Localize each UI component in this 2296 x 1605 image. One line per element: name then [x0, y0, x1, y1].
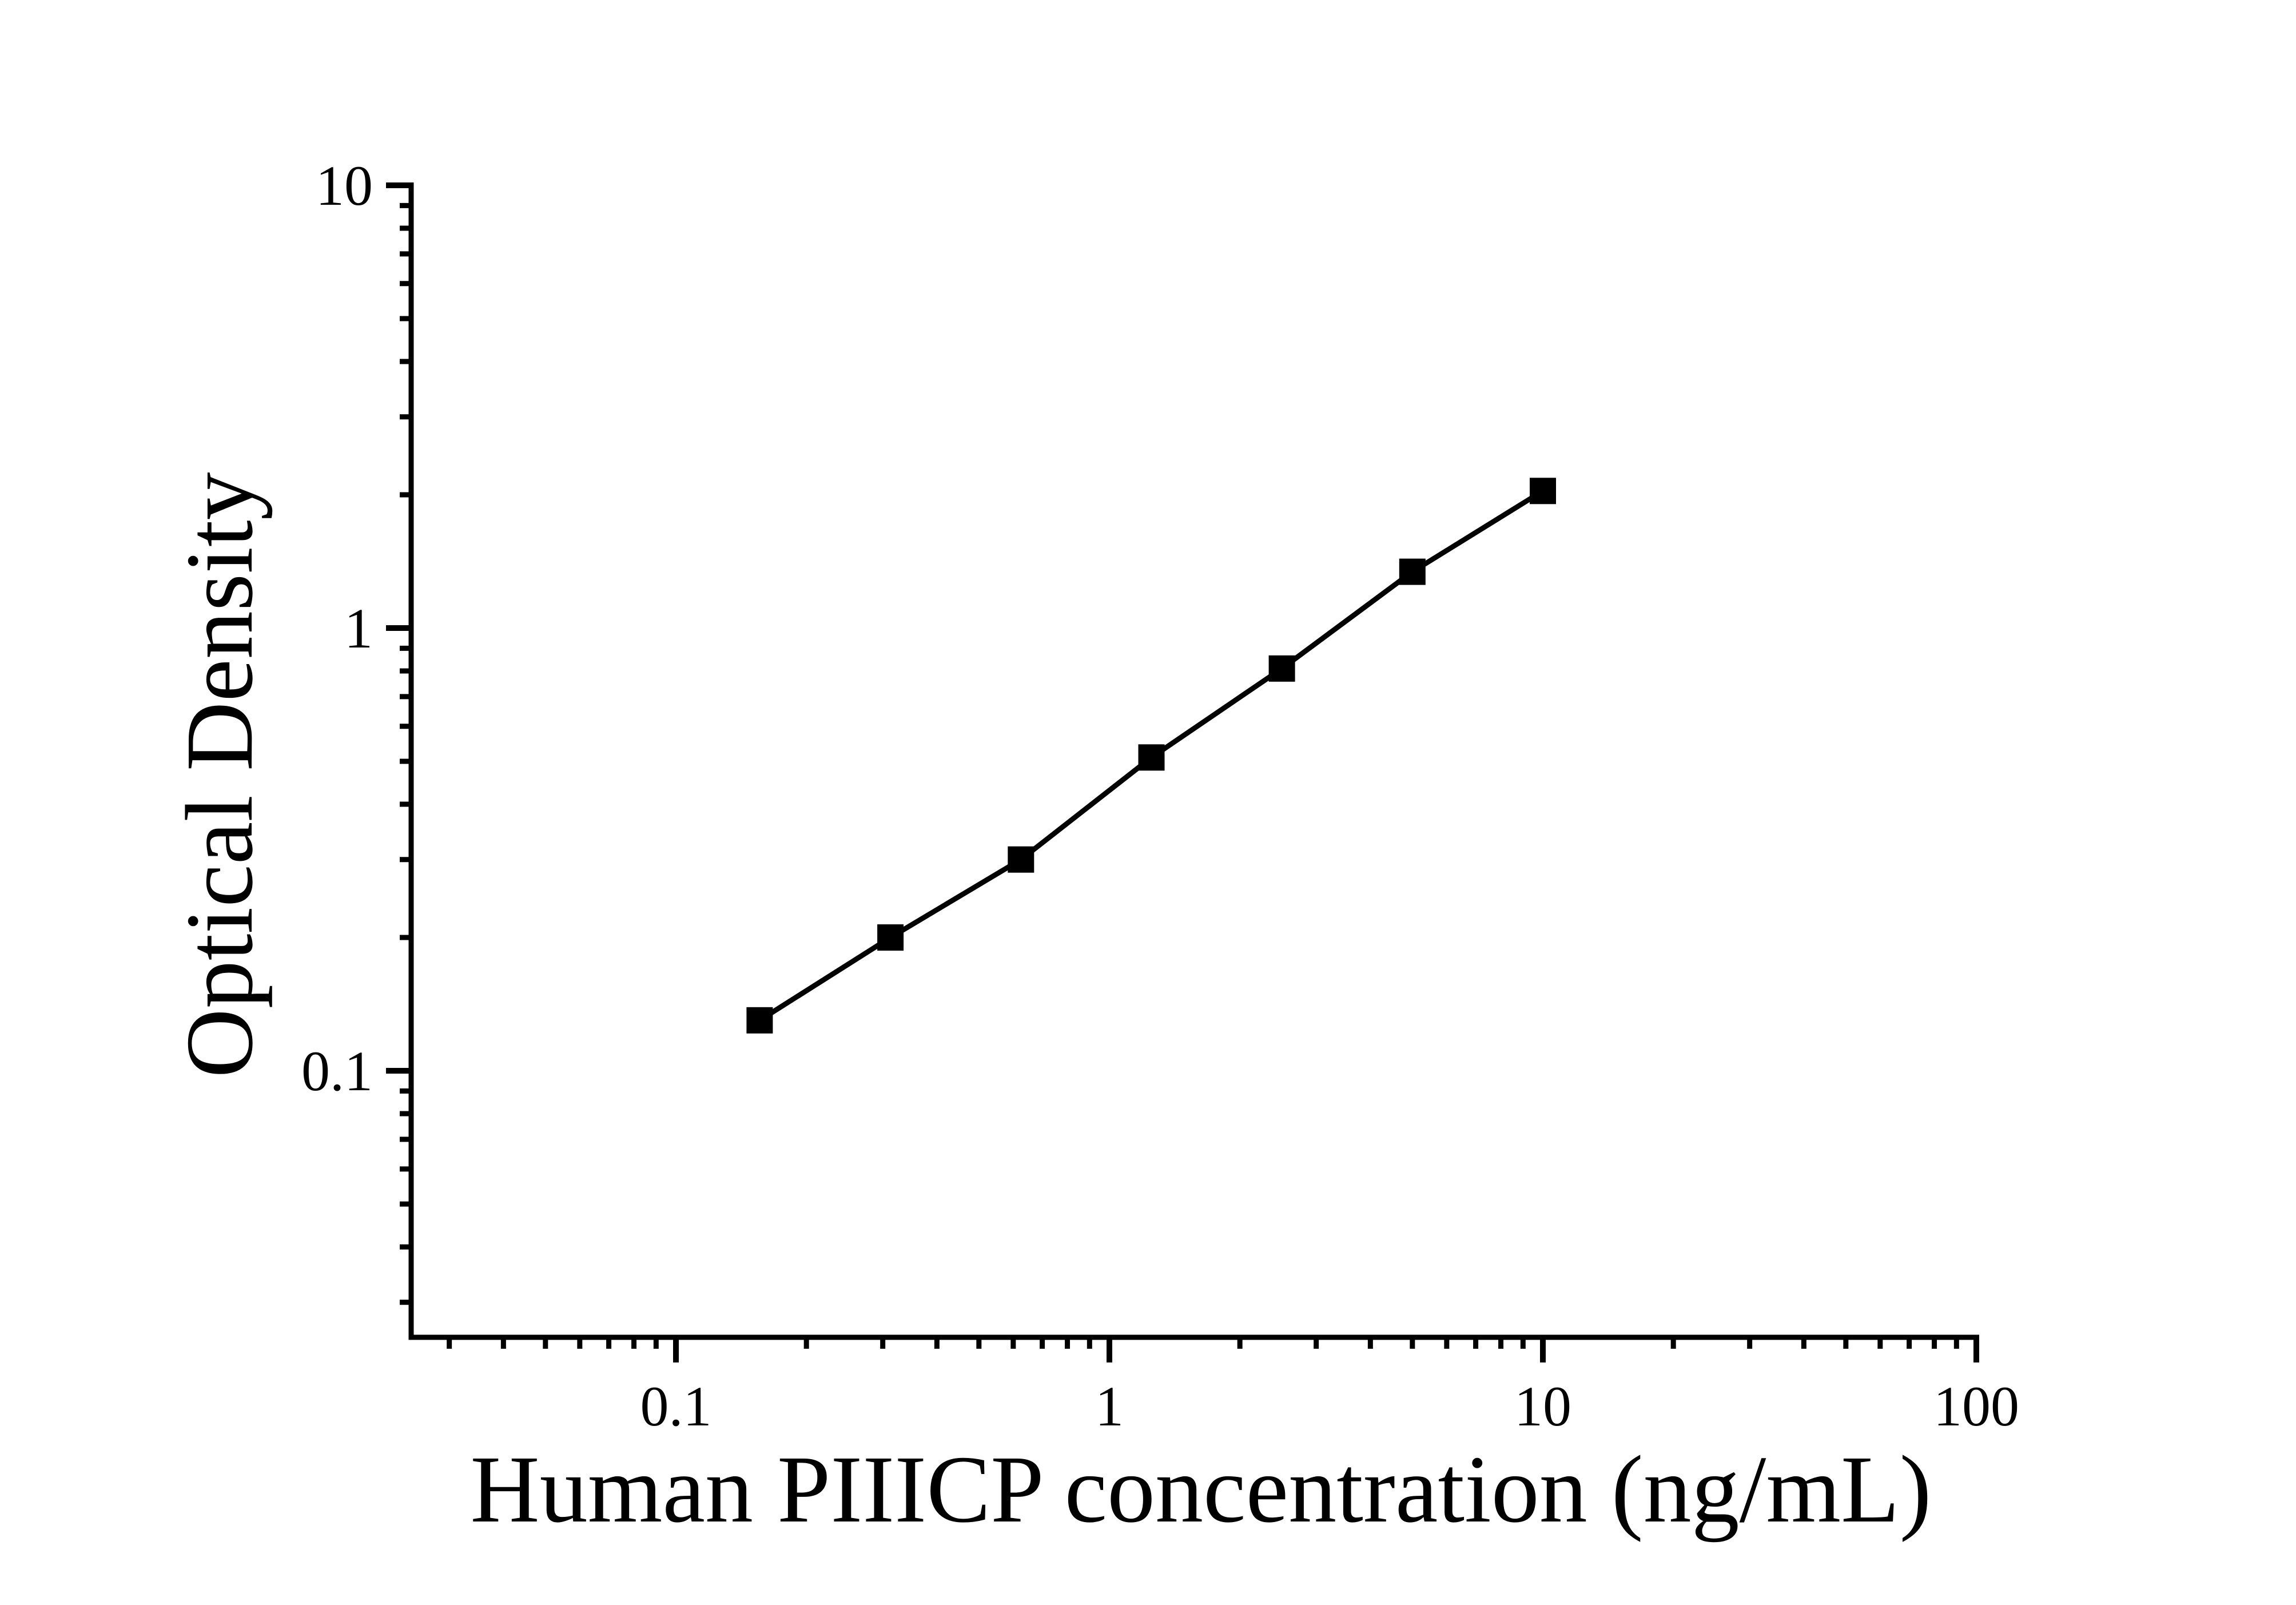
- data-series-group: [746, 478, 1556, 1034]
- minor-ticks-group: [400, 202, 1959, 1349]
- x-tick-label: 0.1: [640, 1374, 712, 1438]
- axis-spines: [408, 182, 1979, 1340]
- x-tick-label: 1: [1095, 1374, 1124, 1438]
- data-point-marker: [1530, 478, 1556, 504]
- x-tick-label: 10: [1514, 1374, 1571, 1438]
- tick-labels-group: 0.1 1 10 100 0.1 1 10: [301, 154, 2019, 1438]
- y-tick-label: 1: [344, 597, 373, 660]
- data-point-marker: [746, 1007, 773, 1034]
- data-point-marker: [1268, 655, 1295, 682]
- y-tick-label: 0.1: [301, 1039, 373, 1103]
- x-tick-label: 100: [1933, 1374, 2019, 1438]
- data-point-marker: [1399, 558, 1426, 585]
- y-tick-label: 10: [316, 154, 373, 217]
- data-point-marker: [1138, 744, 1165, 771]
- x-axis-title: Human PIIICP concentration (ng/mL): [470, 1436, 1931, 1543]
- y-axis-title: Optical Density: [166, 472, 273, 1078]
- data-point-marker: [877, 924, 904, 951]
- major-ticks-group: [386, 182, 1979, 1362]
- data-point-marker: [1008, 846, 1034, 873]
